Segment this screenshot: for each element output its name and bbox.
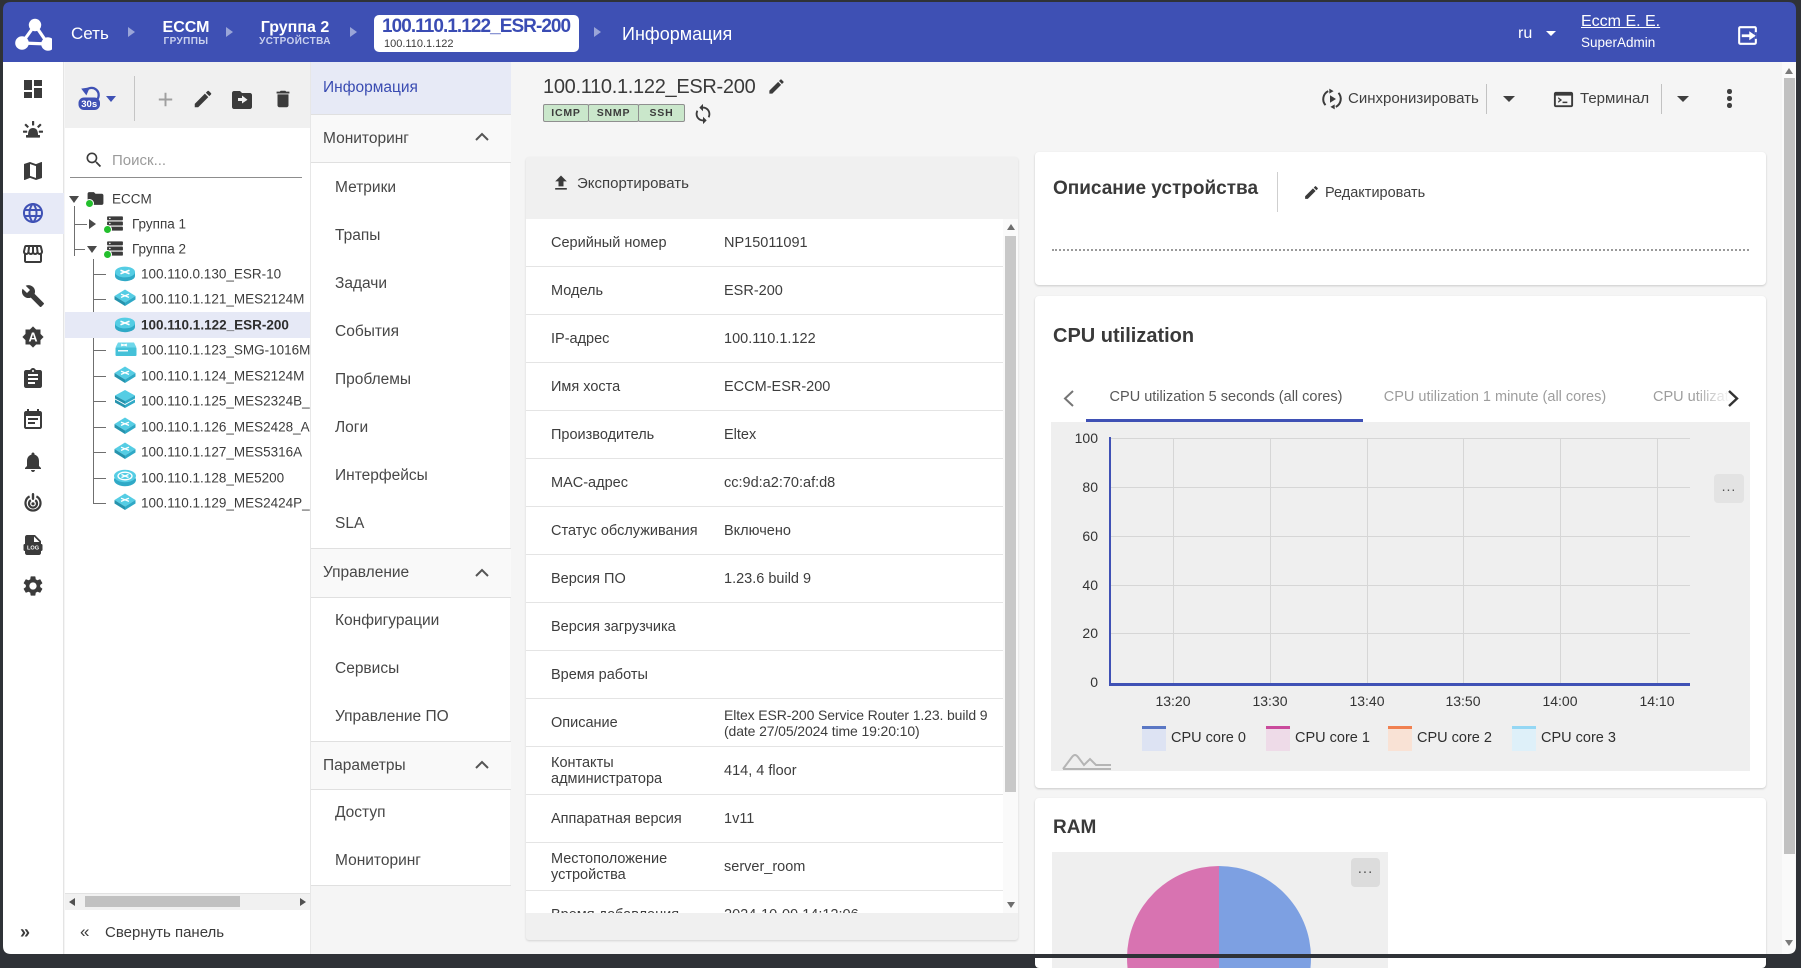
svg-text:LOG: LOG [27, 546, 39, 552]
svg-text:30s: 30s [81, 99, 97, 110]
svg-text:A: A [28, 331, 37, 345]
